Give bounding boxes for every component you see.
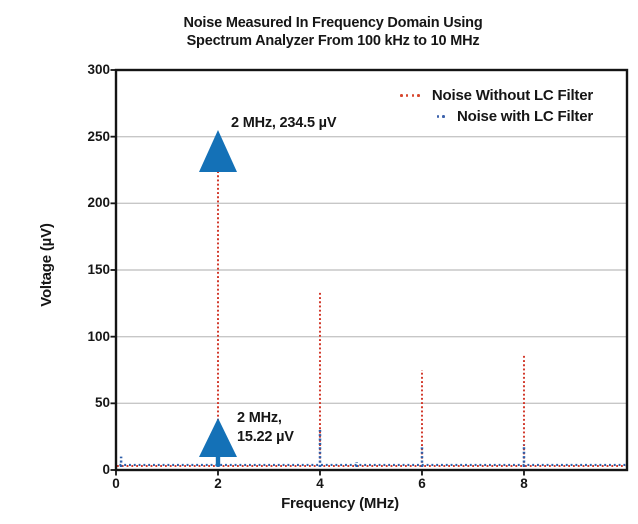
chart-title: Noise Measured In Frequency Domain Using…: [83, 15, 583, 50]
annotation-peak-with-filter: 2 MHz, 15.22 µV: [237, 409, 294, 446]
y-axis-label: Voltage (µV): [38, 223, 55, 307]
x-tick-label: 4: [316, 476, 324, 491]
chart-title-line2: Spectrum Analyzer From 100 kHz to 10 MHz: [186, 32, 480, 49]
annotation-peak-no-filter: 2 MHz, 234.5 µV: [231, 115, 337, 131]
y-tick-label: 0: [102, 462, 110, 477]
y-tick-label: 150: [87, 262, 110, 277]
y-tick-label: 100: [87, 328, 110, 344]
legend-marker-dots: [433, 115, 445, 118]
x-tick-label: 8: [520, 476, 528, 491]
y-tick-label: 200: [87, 195, 110, 211]
annotation-peak-with-filter-line2: 15.22 µV: [237, 428, 294, 445]
legend-item: Noise with LC Filter: [433, 106, 593, 127]
legend-item: Noise Without LC Filter: [397, 85, 593, 106]
y-tick-label: 50: [94, 395, 110, 411]
x-tick-label: 2: [214, 476, 222, 491]
y-tick-label: 300: [87, 62, 110, 77]
chart-title-line1: Noise Measured In Frequency Domain Using: [183, 15, 483, 31]
x-tick-label: 0: [112, 476, 120, 491]
legend-marker-dots: [397, 94, 420, 97]
y-tick-label: 250: [87, 128, 110, 144]
legend-item-label: Noise Without LC Filter: [431, 87, 593, 104]
annotation-peak-with-filter-line1: 2 MHz,: [237, 410, 282, 426]
legend: Noise Without LC Filter Noise with LC Fil…: [397, 85, 593, 127]
x-tick-label: 6: [418, 476, 426, 491]
x-axis-label: Frequency (MHz): [281, 495, 399, 512]
legend-item-label: Noise with LC Filter: [456, 108, 593, 125]
